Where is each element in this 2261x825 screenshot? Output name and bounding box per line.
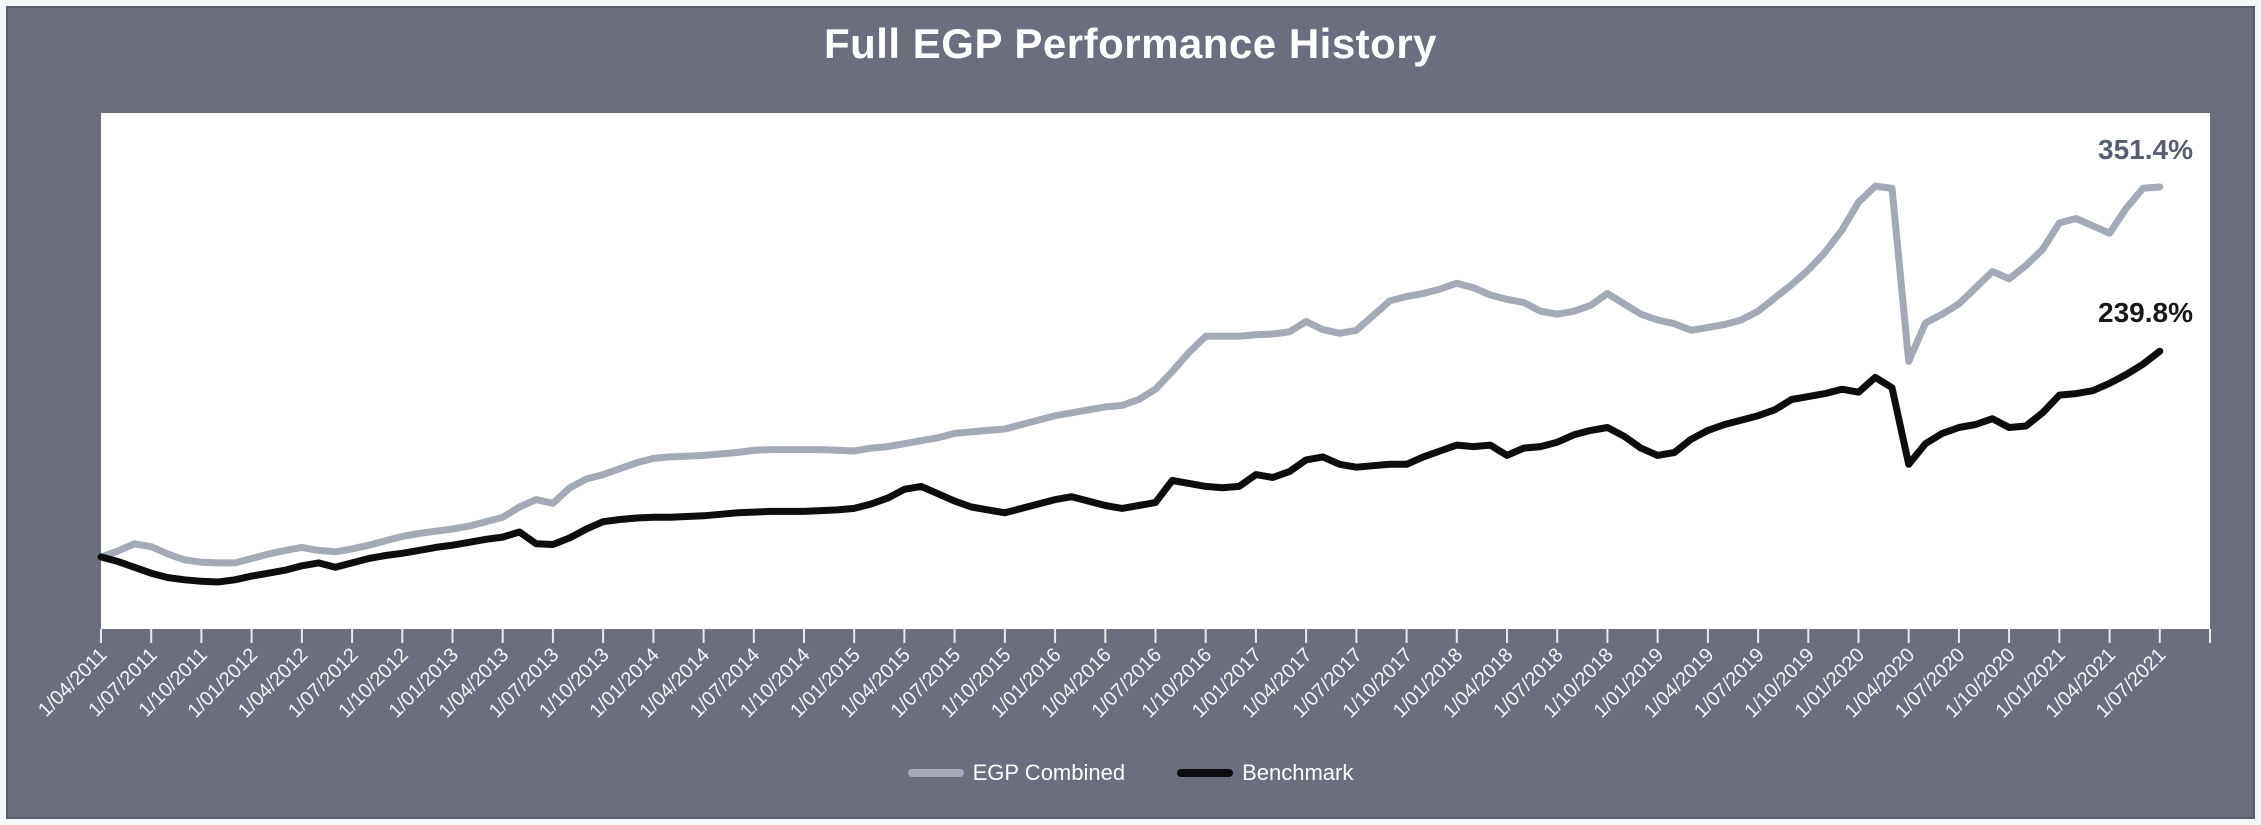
egp-combined-line	[97, 182, 2164, 567]
egp-end-value-label: 351.4%	[2098, 134, 2193, 165]
egp-line-swatch-icon	[907, 769, 964, 777]
legend-item-egp-combined: EGP Combined	[907, 760, 1126, 786]
legend-item-benchmark: Benchmark	[1177, 760, 1353, 786]
legend: EGP Combined Benchmark	[0, 760, 2261, 786]
chart-title: Full EGP Performance History	[823, 20, 1438, 67]
benchmark-end-value-label: 239.8%	[2098, 297, 2193, 328]
benchmark-line-swatch-icon	[1177, 769, 1234, 777]
legend-label-benchmark: Benchmark	[1242, 760, 1354, 785]
legend-label-egp-combined: EGP Combined	[972, 760, 1126, 785]
benchmark-line	[97, 347, 2164, 586]
